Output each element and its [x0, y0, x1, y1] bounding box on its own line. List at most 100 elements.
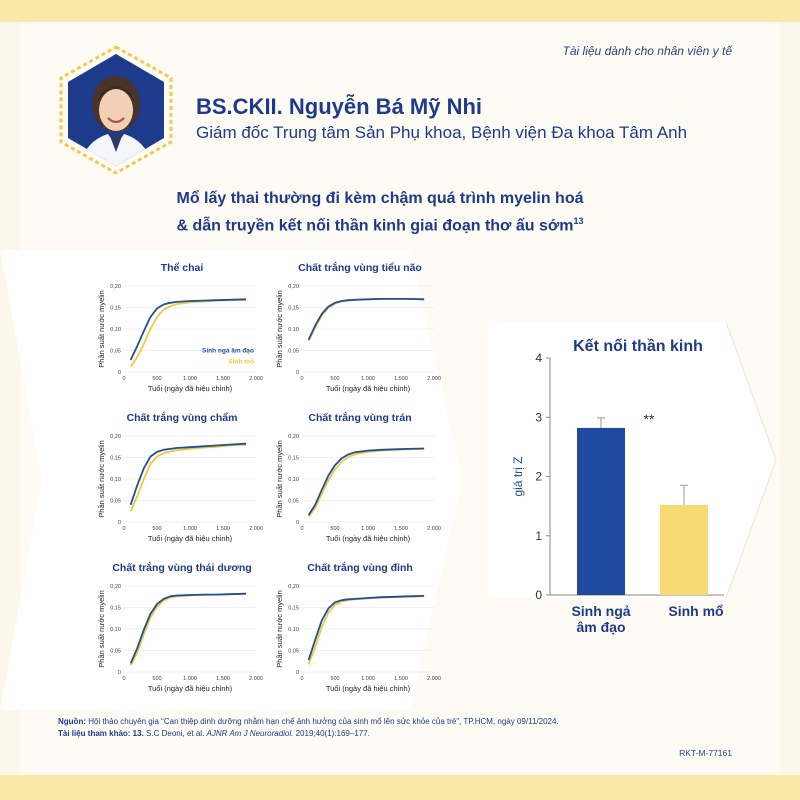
x-tick-label: 1.000	[183, 676, 197, 682]
audience-tagline: Tài liệu dành cho nhân viên y tế	[562, 44, 732, 58]
series-line-vaginal	[307, 298, 425, 341]
series-line-cesarean	[129, 592, 247, 666]
myelin-chart-2: Chất trắng vùng tiểu não 0 0,05 0,10 0,15 0,2…	[270, 262, 450, 412]
x-tick-label: 0	[122, 376, 125, 382]
x-tick-label: 1.500	[394, 376, 408, 382]
y-tick-label: 0,20	[110, 434, 121, 440]
category-label-vaginal: Sinh ngả âm đạo	[571, 603, 630, 635]
myelin-chart-title: Chất trắng vùng thái dương	[112, 562, 252, 574]
legend-cesarean: Sinh mổ	[228, 357, 254, 365]
myelin-chart-title: Chất trắng vùng tiểu não	[298, 262, 422, 274]
y-tick-label: 1	[535, 529, 542, 543]
bar-vaginal	[577, 427, 625, 595]
myelin-chart-plot: 0 0,05 0,10 0,15 0,20 0 500 1.000 1.500 2.000 Tuổi…	[275, 584, 441, 693]
x-tick-label: 1.000	[361, 676, 375, 682]
y-tick-label: 0,05	[288, 649, 299, 655]
myelin-chart-plot: 0 0,05 0,10 0,15 0,20 0 500 1.000 1.500 2.000 Tuổi…	[97, 434, 263, 543]
x-tick-label: 2.000	[249, 676, 263, 682]
source-text: Hội thảo chuyên gia “Can thiệp dinh dưỡn…	[88, 717, 559, 726]
x-tick-label: 1.500	[216, 526, 230, 532]
myelin-chart-1: Thể chai 0 0,05 0,10 0,15 0,20 0 500 1.000 1.500 2…	[92, 262, 272, 412]
y-tick-label: 2	[535, 470, 542, 484]
myelin-chart-title: Chất trắng vùng đỉnh	[307, 562, 413, 574]
y-axis-label: Phần suất nước myelin	[97, 440, 106, 517]
bar-chart: Kết nối thần kinh 0 1 2 3 4 giá trị Z ** Sinh ng…	[511, 338, 724, 635]
x-axis-label: Tuổi (ngày đã hiệu chỉnh)	[326, 534, 411, 543]
headline-line-1: Mổ lấy thai thường đi kèm chậm quá trình…	[176, 190, 584, 207]
x-tick-label: 1.000	[183, 376, 197, 382]
x-tick-label: 1.000	[361, 526, 375, 532]
y-tick-label: 0,10	[288, 477, 299, 483]
x-tick-label: 0	[300, 526, 303, 532]
series-line-cesarean	[307, 595, 425, 665]
y-tick-label: 0,05	[110, 499, 121, 505]
series-line-vaginal	[129, 592, 247, 664]
x-tick-label: 1.000	[361, 376, 375, 382]
y-tick-label: 0	[535, 588, 542, 602]
myelin-chart-5: Chất trắng vùng thái dương 0 0,05 0,10 0,15 0…	[92, 562, 272, 712]
y-tick-label: 0,10	[110, 477, 121, 483]
series-line-cesarean	[307, 298, 425, 342]
reference-journal: AJNR Am J Neuroradiol.	[206, 729, 294, 738]
y-tick-label: 0,05	[288, 349, 299, 355]
myelin-chart-title: Chất trắng vùng chẩm	[126, 412, 238, 424]
category-label-line: Sinh ngả	[571, 603, 630, 619]
doctor-portrait	[59, 46, 173, 174]
myelin-chart-plot: 0 0,05 0,10 0,15 0,20 0 500 1.000 1.500 2.000 Tuổi…	[97, 284, 263, 393]
source-label: Nguồn:	[58, 717, 86, 726]
headline-line-2: & dẫn truyền kết nối thần kinh giai đoạn…	[120, 216, 640, 235]
myelin-chart-plot: 0 0,05 0,10 0,15 0,20 0 500 1.000 1.500 2.000 Tuổi…	[275, 434, 441, 543]
y-tick-label: 0	[118, 670, 121, 676]
y-axis-label: Phần suất nước myelin	[275, 590, 284, 667]
doctor-role: Giám đốc Trung tâm Sản Phụ khoa, Bệnh vi…	[196, 123, 688, 142]
x-tick-label: 1.500	[394, 526, 408, 532]
category-label-line: âm đạo	[576, 619, 625, 635]
x-axis-label: Tuổi (ngày đã hiệu chỉnh)	[326, 684, 411, 693]
x-tick-label: 2.000	[427, 676, 441, 682]
bottom-decorative-band	[0, 775, 800, 800]
x-axis-label: Tuổi (ngày đã hiệu chỉnh)	[148, 684, 233, 693]
y-tick-label: 0,20	[288, 284, 299, 290]
x-tick-label: 2.000	[427, 526, 441, 532]
x-tick-label: 500	[152, 526, 161, 532]
y-axis-label: Phần suất nước myelin	[275, 440, 284, 517]
y-tick-label: 0	[118, 520, 121, 526]
y-tick-label: 0,15	[110, 606, 121, 612]
x-tick-label: 2.000	[249, 526, 263, 532]
y-tick-label: 0,15	[110, 456, 121, 462]
y-tick-label: 0,05	[288, 499, 299, 505]
series-line-vaginal	[307, 595, 425, 661]
series-line-cesarean	[129, 298, 247, 368]
bar-y-axis-label: giá trị Z	[511, 456, 525, 496]
myelin-chart-title: Chất trắng vùng trán	[308, 412, 412, 424]
y-tick-label: 0,10	[288, 627, 299, 633]
legend-vaginal: Sinh ngả âm đạo	[202, 348, 254, 355]
y-tick-label: 0,05	[110, 349, 121, 355]
x-tick-label: 0	[122, 676, 125, 682]
x-tick-label: 2.000	[427, 376, 441, 382]
reference-label: Tài liệu tham khảo: 13.	[58, 729, 144, 738]
myelin-chart-6: Chất trắng vùng đỉnh 0 0,05 0,10 0,15 0,20 0 50…	[270, 562, 450, 712]
series-line-vaginal	[129, 298, 247, 361]
series-line-cesarean	[129, 443, 247, 512]
y-axis-label: Phần suất nước myelin	[97, 590, 106, 667]
bar-chart-title: Kết nối thần kinh	[573, 338, 703, 355]
y-tick-label: 0,20	[110, 584, 121, 590]
y-tick-label: 0,10	[110, 627, 121, 633]
y-tick-label: 0	[296, 670, 299, 676]
y-tick-label: 0,10	[288, 327, 299, 333]
x-tick-label: 0	[300, 676, 303, 682]
y-tick-label: 0	[296, 520, 299, 526]
headline-reference: 13	[573, 216, 584, 226]
y-axis-label: Phần suất nước myelin	[97, 290, 106, 367]
significance-marker: **	[644, 411, 655, 427]
reference-citation: 2019;40(1):169–177.	[295, 729, 370, 738]
x-tick-label: 500	[330, 376, 339, 382]
series-line-vaginal	[129, 442, 247, 506]
y-tick-label: 0,15	[288, 606, 299, 612]
myelin-chart-4: Chất trắng vùng trán 0 0,05 0,10 0,15 0,20 0 50…	[270, 412, 450, 562]
doctor-name: BS.CKII. Nguyễn Bá Mỹ Nhi	[196, 94, 483, 119]
y-tick-label: 4	[535, 351, 542, 365]
x-tick-label: 1.500	[216, 676, 230, 682]
